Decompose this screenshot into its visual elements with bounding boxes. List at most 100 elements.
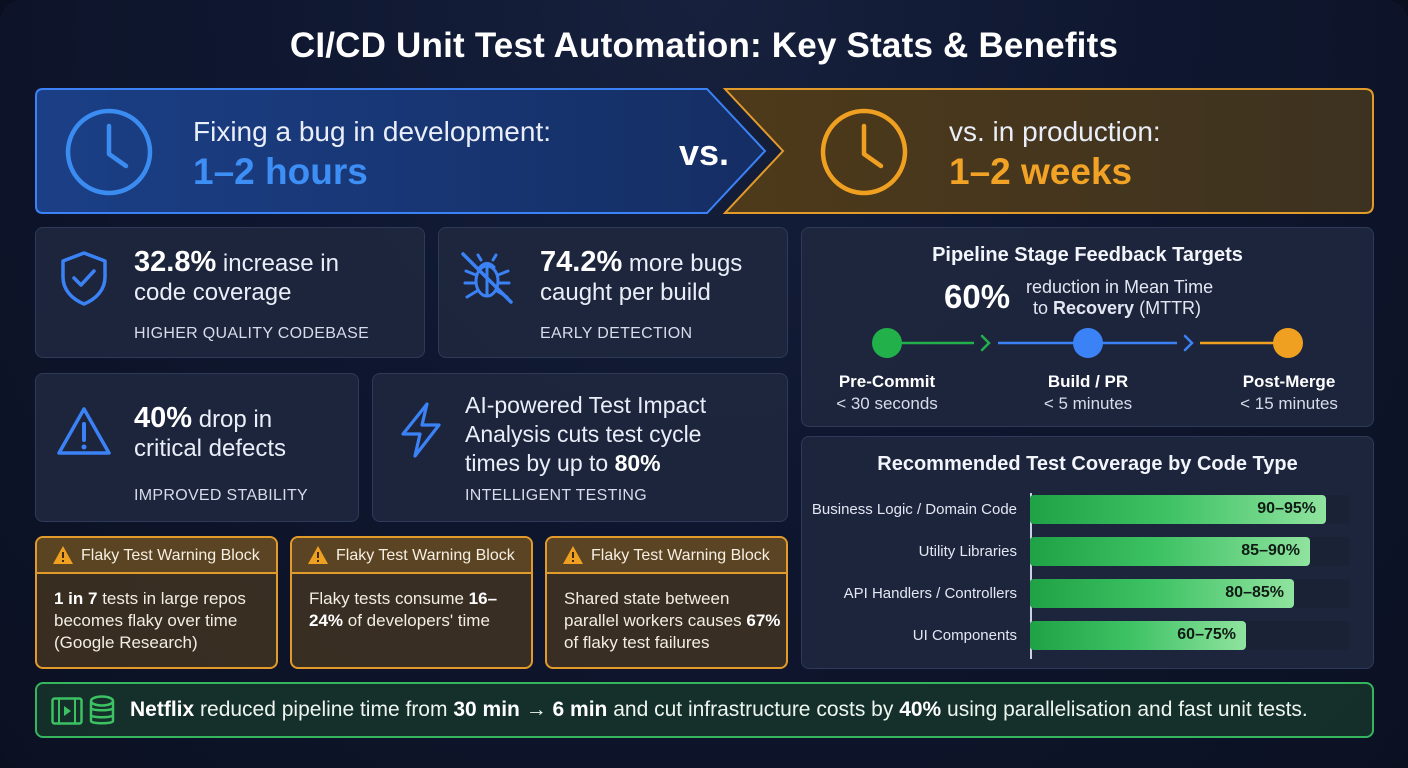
stat-value: 74.2% (540, 246, 623, 278)
stat-text-1: drop in (192, 406, 273, 433)
stat-value: 80% (614, 450, 661, 476)
mttr-line-2-post: (MTTR) (1134, 298, 1202, 318)
shield-check-icon (61, 251, 107, 306)
stat-card-ai-test-impact: AI-powered Test Impact Analysis cuts tes… (372, 373, 788, 522)
warning-text: 1 in 7 tests in large repos becomes flak… (54, 588, 274, 654)
stat-text: AI-powered Test Impact Analysis cuts tes… (465, 391, 706, 478)
warning-icon (308, 546, 328, 564)
coverage-value: 60–75% (1177, 626, 1236, 643)
coverage-bar: 80–85% (1030, 579, 1294, 608)
stat-text: 74.2% more bugs caught per build (540, 248, 742, 307)
stage-name-build-pr: Build / PR (1047, 372, 1129, 391)
stage-time-post-merge: < 15 minutes (1240, 394, 1338, 413)
chevron-right-icon (980, 334, 991, 352)
mttr-line-1: reduction in Mean Time (1026, 277, 1214, 297)
footer-text-3: and cut infrastructure costs by (607, 698, 900, 721)
stat-value: 40% (134, 402, 193, 434)
stat-card-bugs-caught: 74.2% more bugs caught per build EARLY D… (438, 227, 788, 358)
bug-icon (461, 252, 513, 304)
clock-icon (820, 108, 908, 196)
footer-bold-2: 30 min (453, 698, 520, 721)
mttr-line-2-pre: to (1033, 298, 1054, 318)
pipeline-title: Pipeline Stage Feedback Targets (932, 244, 1243, 266)
stat-caption: HIGHER QUALITY CODEBASE (134, 325, 370, 342)
footer-text-4: using parallelisation and fast unit test… (941, 698, 1308, 721)
stat-text-1: increase in (216, 250, 339, 277)
chevron-right-icon (1183, 334, 1194, 352)
stat-text-1: more bugs (622, 250, 743, 277)
coverage-bar: 60–75% (1030, 621, 1246, 650)
warning-header: Flaky Test Warning Block (37, 538, 276, 574)
coverage-bar-track: 85–90% (1030, 537, 1350, 566)
footer-text-1: reduced pipeline time from (194, 698, 454, 721)
coverage-value: 90–95% (1257, 500, 1316, 517)
warning-title: Flaky Test Warning Block (336, 547, 515, 564)
coverage-bar: 90–95% (1030, 495, 1326, 524)
coverage-label: API Handlers / Controllers (843, 585, 1017, 602)
coverage-axis-line (1030, 493, 1032, 659)
stage-dot-build-pr (1073, 328, 1103, 358)
warning-text: Shared state between parallel workers ca… (564, 588, 784, 654)
warning-header: Flaky Test Warning Block (292, 538, 531, 574)
warning-bold-1: 1 in 7 (54, 589, 98, 608)
stage-dot-post-merge (1273, 328, 1303, 358)
coverage-label: Business Logic / Domain Code (811, 501, 1017, 518)
stat-text-2: caught per build (540, 279, 711, 306)
stat-text: 40% drop in critical defects (134, 404, 286, 463)
warning-text: Flaky tests consume 16–24% of developers… (309, 588, 529, 632)
prod-fix-time: vs. in production: 1–2 weeks (949, 116, 1161, 193)
warning-header: Flaky Test Warning Block (547, 538, 786, 574)
prod-value: 1–2 weeks (949, 151, 1133, 192)
stat-caption: INTELLIGENT TESTING (465, 487, 648, 504)
mttr-description: reduction in Mean Time to Recovery (MTTR… (1026, 277, 1213, 319)
vs-label: vs. (679, 132, 730, 173)
coverage-label: Utility Libraries (918, 543, 1017, 560)
prod-label: vs. in production: (949, 116, 1161, 147)
warning-text-1: Flaky tests consume (309, 589, 469, 608)
stat-card-critical-defects: 40% drop in critical defects IMPROVED ST… (35, 373, 359, 522)
clock-icon (65, 108, 153, 196)
coverage-bar-track: 60–75% (1030, 621, 1350, 650)
stat-text-2: Analysis cuts test cycle (465, 421, 702, 447)
footer-bold-3: 6 min (552, 698, 608, 721)
case-study-text: Netflix reduced pipeline time from 30 mi… (130, 698, 1308, 722)
stage-time-pre-commit: < 30 seconds (836, 394, 938, 413)
coverage-value: 85–90% (1241, 542, 1300, 559)
warning-bold-2: 67% (746, 611, 781, 630)
pipeline-flow (872, 328, 1303, 358)
warning-text-1: Shared state between parallel workers ca… (564, 589, 747, 630)
warning-icon (563, 546, 583, 564)
stat-text-1: AI-powered Test Impact (465, 392, 707, 418)
page-title: CI/CD Unit Test Automation: Key Stats & … (289, 26, 1119, 65)
stage-name-pre-commit: Pre-Commit (838, 372, 936, 391)
dev-label: Fixing a bug in development: (193, 116, 551, 147)
warning-title: Flaky Test Warning Block (591, 547, 770, 564)
dev-value: 1–2 hours (193, 151, 368, 192)
flaky-test-warning-2: Flaky Test Warning Block Flaky tests con… (290, 536, 533, 669)
stat-text-2: code coverage (134, 279, 292, 306)
warning-icon (53, 546, 73, 564)
stat-text-2: critical defects (134, 435, 287, 462)
bug-fix-comparison-banner: Fixing a bug in development: 1–2 hours v… (35, 88, 1374, 214)
stat-card-code-coverage: 32.8% increase in code coverage HIGHER Q… (35, 227, 425, 358)
stat-caption: EARLY DETECTION (540, 325, 693, 342)
flaky-test-warning-1: Flaky Test Warning Block 1 in 7 tests in… (35, 536, 278, 669)
coverage-label: UI Components (912, 627, 1017, 644)
pipeline-feedback-panel: Pipeline Stage Feedback Targets 60% redu… (801, 227, 1374, 427)
lightning-icon (401, 402, 441, 458)
warning-title: Flaky Test Warning Block (81, 547, 260, 564)
stage-name-post-merge: Post-Merge (1242, 372, 1336, 391)
coverage-bar-track: 90–95% (1030, 495, 1350, 524)
warning-text-2: of flaky test failures (564, 633, 710, 652)
stage-dot-pre-commit (872, 328, 902, 358)
stat-caption: IMPROVED STABILITY (134, 487, 309, 504)
footer-text-2: → (519, 698, 553, 721)
mttr-line-2-bold: Recovery (1053, 298, 1135, 318)
footer-bold-1: Netflix (130, 698, 195, 721)
footer-bold-4: 40% (899, 698, 942, 721)
coverage-value: 80–85% (1225, 584, 1284, 601)
warning-text-1: tests in large repos becomes flaky over … (54, 589, 246, 652)
mttr-value: 60% (944, 278, 1011, 315)
film-icon (51, 697, 83, 725)
